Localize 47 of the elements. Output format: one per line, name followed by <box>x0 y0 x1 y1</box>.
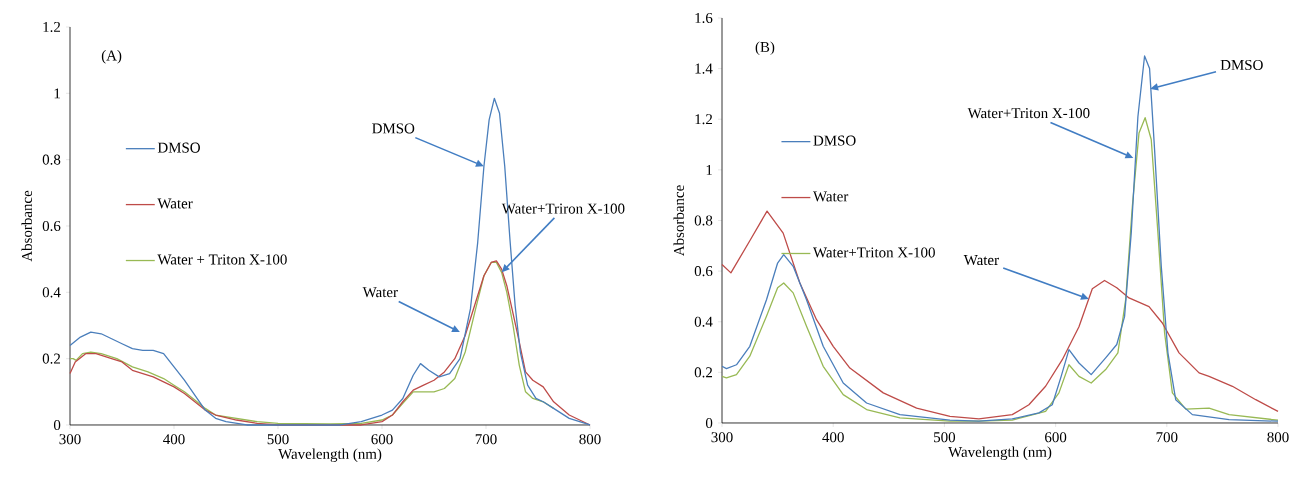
y-tick-label: 0 <box>705 417 713 429</box>
x-tick-label: 700 <box>475 434 497 445</box>
text: (A) <box>101 50 122 64</box>
y-tick-label: 1 <box>54 88 60 99</box>
y-tick-label: 1.2 <box>695 114 713 125</box>
annotation: DMSO <box>372 123 415 134</box>
y-tick-label: 0.2 <box>42 353 61 364</box>
y-tick-label: 0.6 <box>694 266 713 277</box>
x-tick-label: 300 <box>59 434 81 445</box>
legend-label: Water <box>157 198 193 209</box>
annotation: Water <box>362 287 398 298</box>
y-tick-label: 0.4 <box>42 287 61 298</box>
legend-label: Water + Triton X-100 <box>157 254 287 265</box>
y-axis-title: Absorbance <box>21 190 32 262</box>
x-tick-label: 600 <box>371 434 393 445</box>
x-tick-label: 700 <box>1156 432 1178 443</box>
annotation: Water+Triton X-100 <box>967 108 1090 119</box>
x-tick-label: 400 <box>163 434 185 445</box>
legend-label: Water+Triton X-100 <box>813 247 935 258</box>
y-tick-label: 0.8 <box>694 215 713 226</box>
annotation: Water+Triron X-100 <box>501 203 625 214</box>
text: (B) <box>755 41 775 56</box>
y-tick-label: 1.6 <box>695 12 713 24</box>
x-tick-label: 800 <box>1267 432 1289 443</box>
y-tick-label: 0.4 <box>694 316 713 327</box>
x-tick-label: 400 <box>822 432 844 443</box>
annotation: DMSO <box>1220 59 1263 70</box>
x-tick-label: 300 <box>711 432 733 443</box>
annotation: Water <box>963 255 999 266</box>
y-tick-label: 1.2 <box>43 21 61 33</box>
y-tick-label: 1.4 <box>695 63 713 74</box>
x-tick-label: 600 <box>1045 432 1067 443</box>
x-axis-title: Wavelength (nm) <box>948 446 1052 461</box>
y-tick-label: 0 <box>53 419 61 431</box>
x-tick-label: 800 <box>579 434 601 445</box>
x-axis-title: Wavelength (nm) <box>278 448 382 463</box>
y-tick-label: 1 <box>706 164 712 175</box>
y-tick-label: 0.2 <box>694 367 713 378</box>
x-tick-label: 500 <box>267 434 289 445</box>
legend-label: DMSO <box>813 135 856 146</box>
legend-label: DMSO <box>157 142 200 153</box>
line-series <box>721 210 1279 420</box>
y-axis-title: Absorbance <box>673 185 684 257</box>
x-tick-label: 500 <box>934 432 956 443</box>
y-tick-label: 0.8 <box>42 154 61 165</box>
legend-label: Water <box>813 191 849 202</box>
y-tick-label: 0.6 <box>42 220 61 232</box>
